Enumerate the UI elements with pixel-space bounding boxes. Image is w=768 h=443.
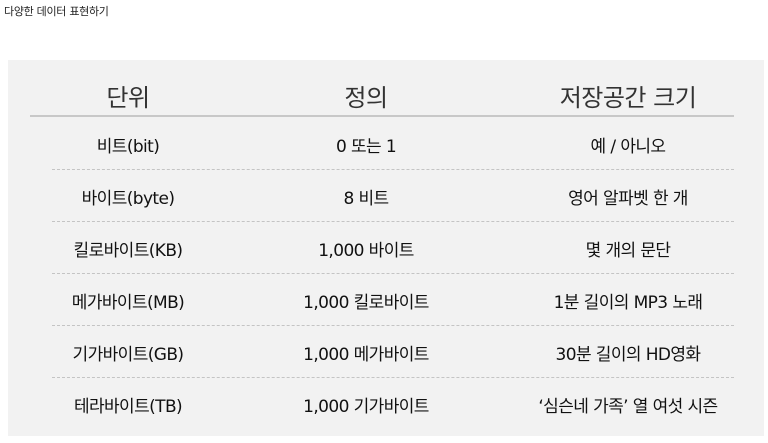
table-row: 바이트(byte) 8 비트 영어 알파벳 한 개	[8, 170, 764, 222]
cell-storage-size: 영어 알파벳 한 개	[568, 189, 688, 209]
cell-unit: 메가바이트(MB)	[71, 293, 185, 313]
cell-unit: 기가바이트(GB)	[72, 345, 185, 365]
cell-definition: 1,000 기가바이트	[303, 397, 429, 417]
header-divider	[30, 115, 734, 117]
header-unit: 단위	[106, 84, 150, 112]
header-storage-size: 저장공간 크기	[559, 84, 697, 112]
table-body: 비트(bit) 0 또는 1 예 / 아니오 바이트(byte) 8 비트 영어…	[8, 118, 764, 430]
page-title: 다양한 데이터 표현하기	[4, 5, 109, 18]
cell-definition: 1,000 바이트	[318, 241, 414, 261]
cell-unit: 바이트(byte)	[81, 189, 175, 209]
table-row: 킬로바이트(KB) 1,000 바이트 몇 개의 문단	[8, 222, 764, 274]
cell-unit: 킬로바이트(KB)	[73, 241, 183, 261]
cell-definition: 1,000 킬로바이트	[303, 293, 429, 313]
cell-unit: 비트(bit)	[96, 137, 160, 157]
cell-unit: 테라바이트(TB)	[73, 397, 183, 417]
data-units-table: 단위 정의 저장공간 크기 비트(bit) 0 또는 1 예 / 아니오 바이트…	[8, 60, 764, 436]
cell-definition: 0 또는 1	[335, 137, 397, 157]
cell-storage-size: 몇 개의 문단	[585, 241, 671, 261]
table-row: 메가바이트(MB) 1,000 킬로바이트 1분 길이의 MP3 노래	[8, 274, 764, 326]
cell-storage-size: ‘심슨네 가족’ 열 여섯 시즌	[538, 397, 718, 417]
table-row: 기가바이트(GB) 1,000 메가바이트 30분 길이의 HD영화	[8, 326, 764, 378]
table-row: 비트(bit) 0 또는 1 예 / 아니오	[8, 118, 764, 170]
table-header-row: 단위 정의 저장공간 크기	[8, 78, 764, 118]
table-row: 테라바이트(TB) 1,000 기가바이트 ‘심슨네 가족’ 열 여섯 시즌	[8, 378, 764, 430]
cell-definition: 8 비트	[343, 189, 389, 209]
cell-storage-size: 30분 길이의 HD영화	[555, 345, 702, 365]
header-definition: 정의	[344, 84, 388, 112]
cell-storage-size: 1분 길이의 MP3 노래	[553, 293, 703, 313]
cell-storage-size: 예 / 아니오	[590, 137, 667, 157]
cell-definition: 1,000 메가바이트	[303, 345, 429, 365]
